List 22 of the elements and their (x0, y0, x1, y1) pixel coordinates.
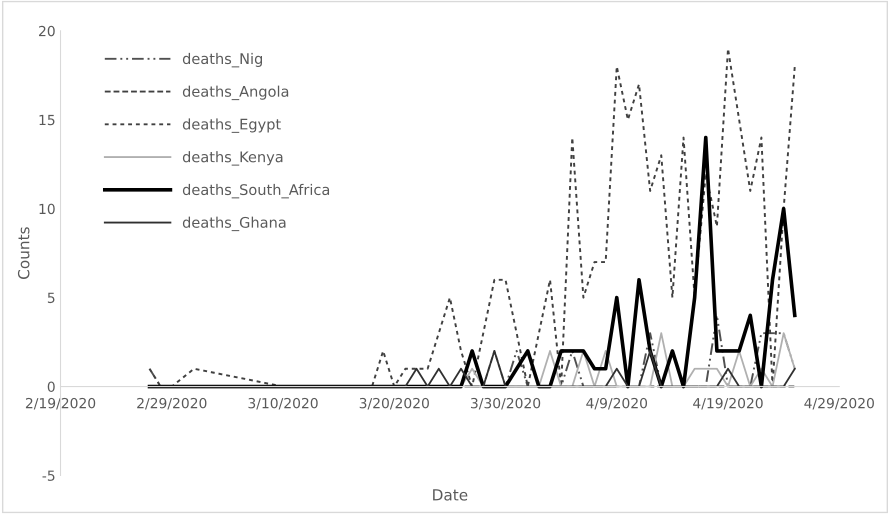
x-tick-label: 4/19/2020 (693, 398, 763, 410)
y-axis-title: Counts (18, 227, 30, 279)
y-tick-label: -5 (42, 470, 54, 481)
x-tick-label: 3/10/2020 (248, 398, 318, 410)
legend-label: deaths_Kenya (182, 151, 282, 166)
x-tick-label: 3/30/2020 (470, 398, 540, 410)
legend-label: deaths_Angola (182, 86, 288, 100)
legend-label: deaths_Ghana (182, 216, 286, 232)
y-tick-label: 20 (39, 26, 55, 36)
x-tick-label: 4/9/2020 (586, 398, 648, 410)
legend-label: deaths_Nig (182, 52, 262, 68)
x-tick-label: 2/29/2020 (137, 398, 206, 410)
legend-label: deaths_South_Africa (182, 184, 330, 198)
x-tick-label: 4/29/2020 (804, 398, 874, 410)
legend-label: deaths_Egypt (182, 118, 281, 133)
x-tick-label: 2/19/2020 (26, 398, 96, 410)
x-tick-label: 3/20/2020 (360, 398, 429, 410)
y-tick-label: 0 (48, 381, 55, 392)
y-tick-label: 10 (40, 204, 55, 214)
x-axis-title: Date (433, 489, 468, 501)
y-tick-label: 15 (40, 114, 54, 126)
y-tick-label: 5 (48, 292, 54, 304)
